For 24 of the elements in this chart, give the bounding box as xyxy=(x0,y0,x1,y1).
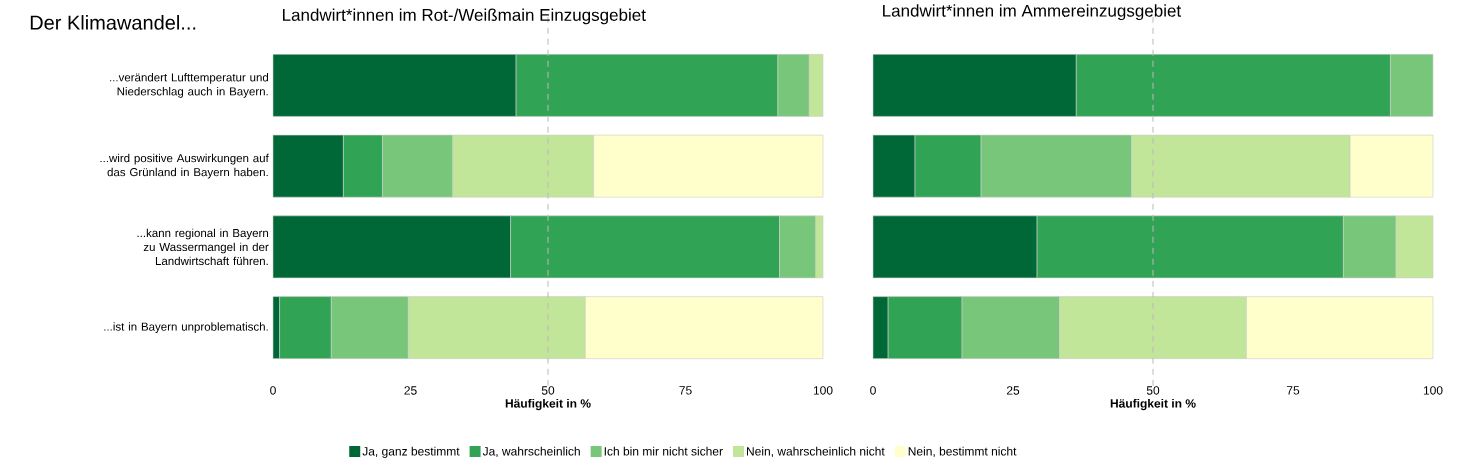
x-tick-label: 0 xyxy=(270,386,276,395)
x-tick-label: 75 xyxy=(1286,386,1300,395)
x-axis-title: Häufigkeit in % xyxy=(505,398,591,411)
y-tick-label: ...kann regional in Bayern zu Wassermangel in der Landwirtschaft führen. xyxy=(137,228,269,266)
x-tick-label: 25 xyxy=(1006,386,1020,395)
x-tick-label: 0 xyxy=(870,386,876,395)
x-tick-label: 100 xyxy=(813,386,833,395)
x-axis-title: Häufigkeit in % xyxy=(1110,398,1196,411)
y-axis-title: Der Klimawandel... xyxy=(30,15,196,30)
y-tick-label: ...verändert Lufttemperatur und Niederschlag auch in Bayern. xyxy=(110,73,269,98)
x-tick-label: 50 xyxy=(1146,386,1160,395)
y-tick-label: ...wird positive Auswirkungen auf das Grünland in Bayern haben. xyxy=(100,153,269,179)
legend-label: Ja, ganz bestimmt xyxy=(362,446,460,458)
x-tick-label: 75 xyxy=(679,386,692,395)
x-tick-label: 50 xyxy=(541,386,555,395)
legend-label: Nein, bestimmt nicht xyxy=(908,446,1017,457)
x-tick-label: 25 xyxy=(404,386,417,395)
legend-label: Nein, wahrscheinlich nicht xyxy=(747,446,885,457)
x-tick-label: 100 xyxy=(1423,386,1443,395)
legend-label: Ja, wahrscheinlich xyxy=(482,446,580,457)
chart-title: Landwirt*innen im Rot-/Weißmain Einzugsgebiet xyxy=(283,8,646,25)
y-tick-label: ...ist in Bayern unproblematisch. xyxy=(104,322,268,333)
legend-label: Ich bin mir nicht sicher xyxy=(604,446,723,456)
chart-title: Landwirt*innen im Ammereinzugsgebiet xyxy=(883,4,1182,21)
